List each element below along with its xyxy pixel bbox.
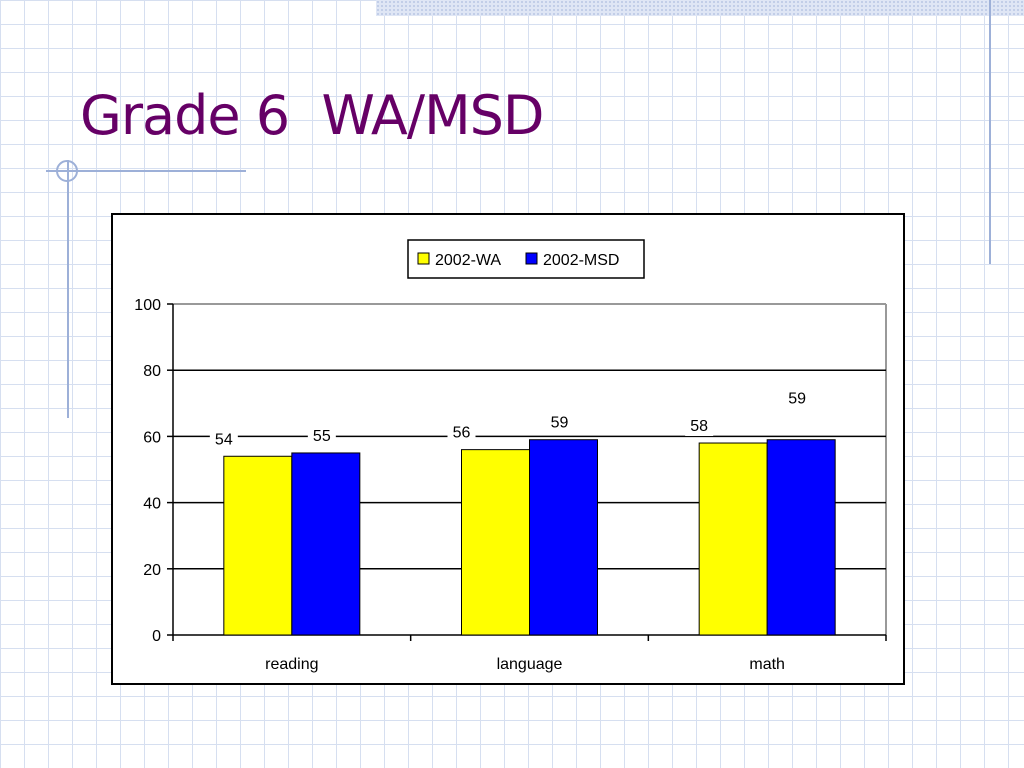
y-tick-label: 80: [143, 363, 161, 380]
right-decorative-line: [989, 0, 991, 264]
decorative-circle: [56, 160, 78, 182]
data-label-bg: [447, 420, 476, 443]
bar-chart: 0 20 40 60 80 100 54 55 reading 56 59 language 58 59 m…: [134, 239, 887, 673]
top-decorative-band: [376, 0, 1024, 16]
y-tick-label: 40: [143, 496, 161, 513]
bar: [766, 439, 836, 636]
data-label: 59: [551, 415, 569, 432]
legend-swatch: [417, 252, 430, 265]
slide-title: Grade 6 WA/MSD: [80, 84, 545, 147]
bar: [529, 439, 598, 636]
legend-label: 2002-MSD: [543, 252, 619, 269]
y-tick-label: 20: [143, 562, 161, 579]
y-tick-label: 0: [152, 628, 161, 645]
x-tick-label: language: [497, 656, 563, 673]
x-tick-label: reading: [265, 656, 318, 673]
legend-label: 2002-WA: [435, 252, 501, 269]
data-label-bg: [783, 386, 812, 409]
data-label: 55: [313, 428, 331, 445]
data-label: 59: [788, 391, 806, 408]
data-label: 58: [690, 418, 708, 435]
legend-swatch: [525, 252, 538, 265]
data-label: 54: [215, 431, 233, 448]
left-decorative-line: [67, 160, 69, 418]
data-label-bg: [685, 414, 714, 437]
bar: [461, 449, 530, 636]
y-tick-label: 60: [143, 429, 161, 446]
bar: [223, 455, 293, 636]
x-tick-label: math: [749, 656, 785, 673]
bar: [291, 452, 361, 636]
bar: [698, 442, 768, 636]
data-label-bg: [209, 427, 238, 450]
data-label-bg: [545, 410, 574, 433]
data-label-bg: [307, 423, 336, 446]
y-tick-label: 100: [134, 297, 161, 314]
chart-frame: 0 20 40 60 80 100 54 55 reading 56 59 language 58 59 m…: [111, 213, 905, 685]
data-label: 56: [453, 425, 471, 442]
title-underline: [46, 170, 246, 172]
